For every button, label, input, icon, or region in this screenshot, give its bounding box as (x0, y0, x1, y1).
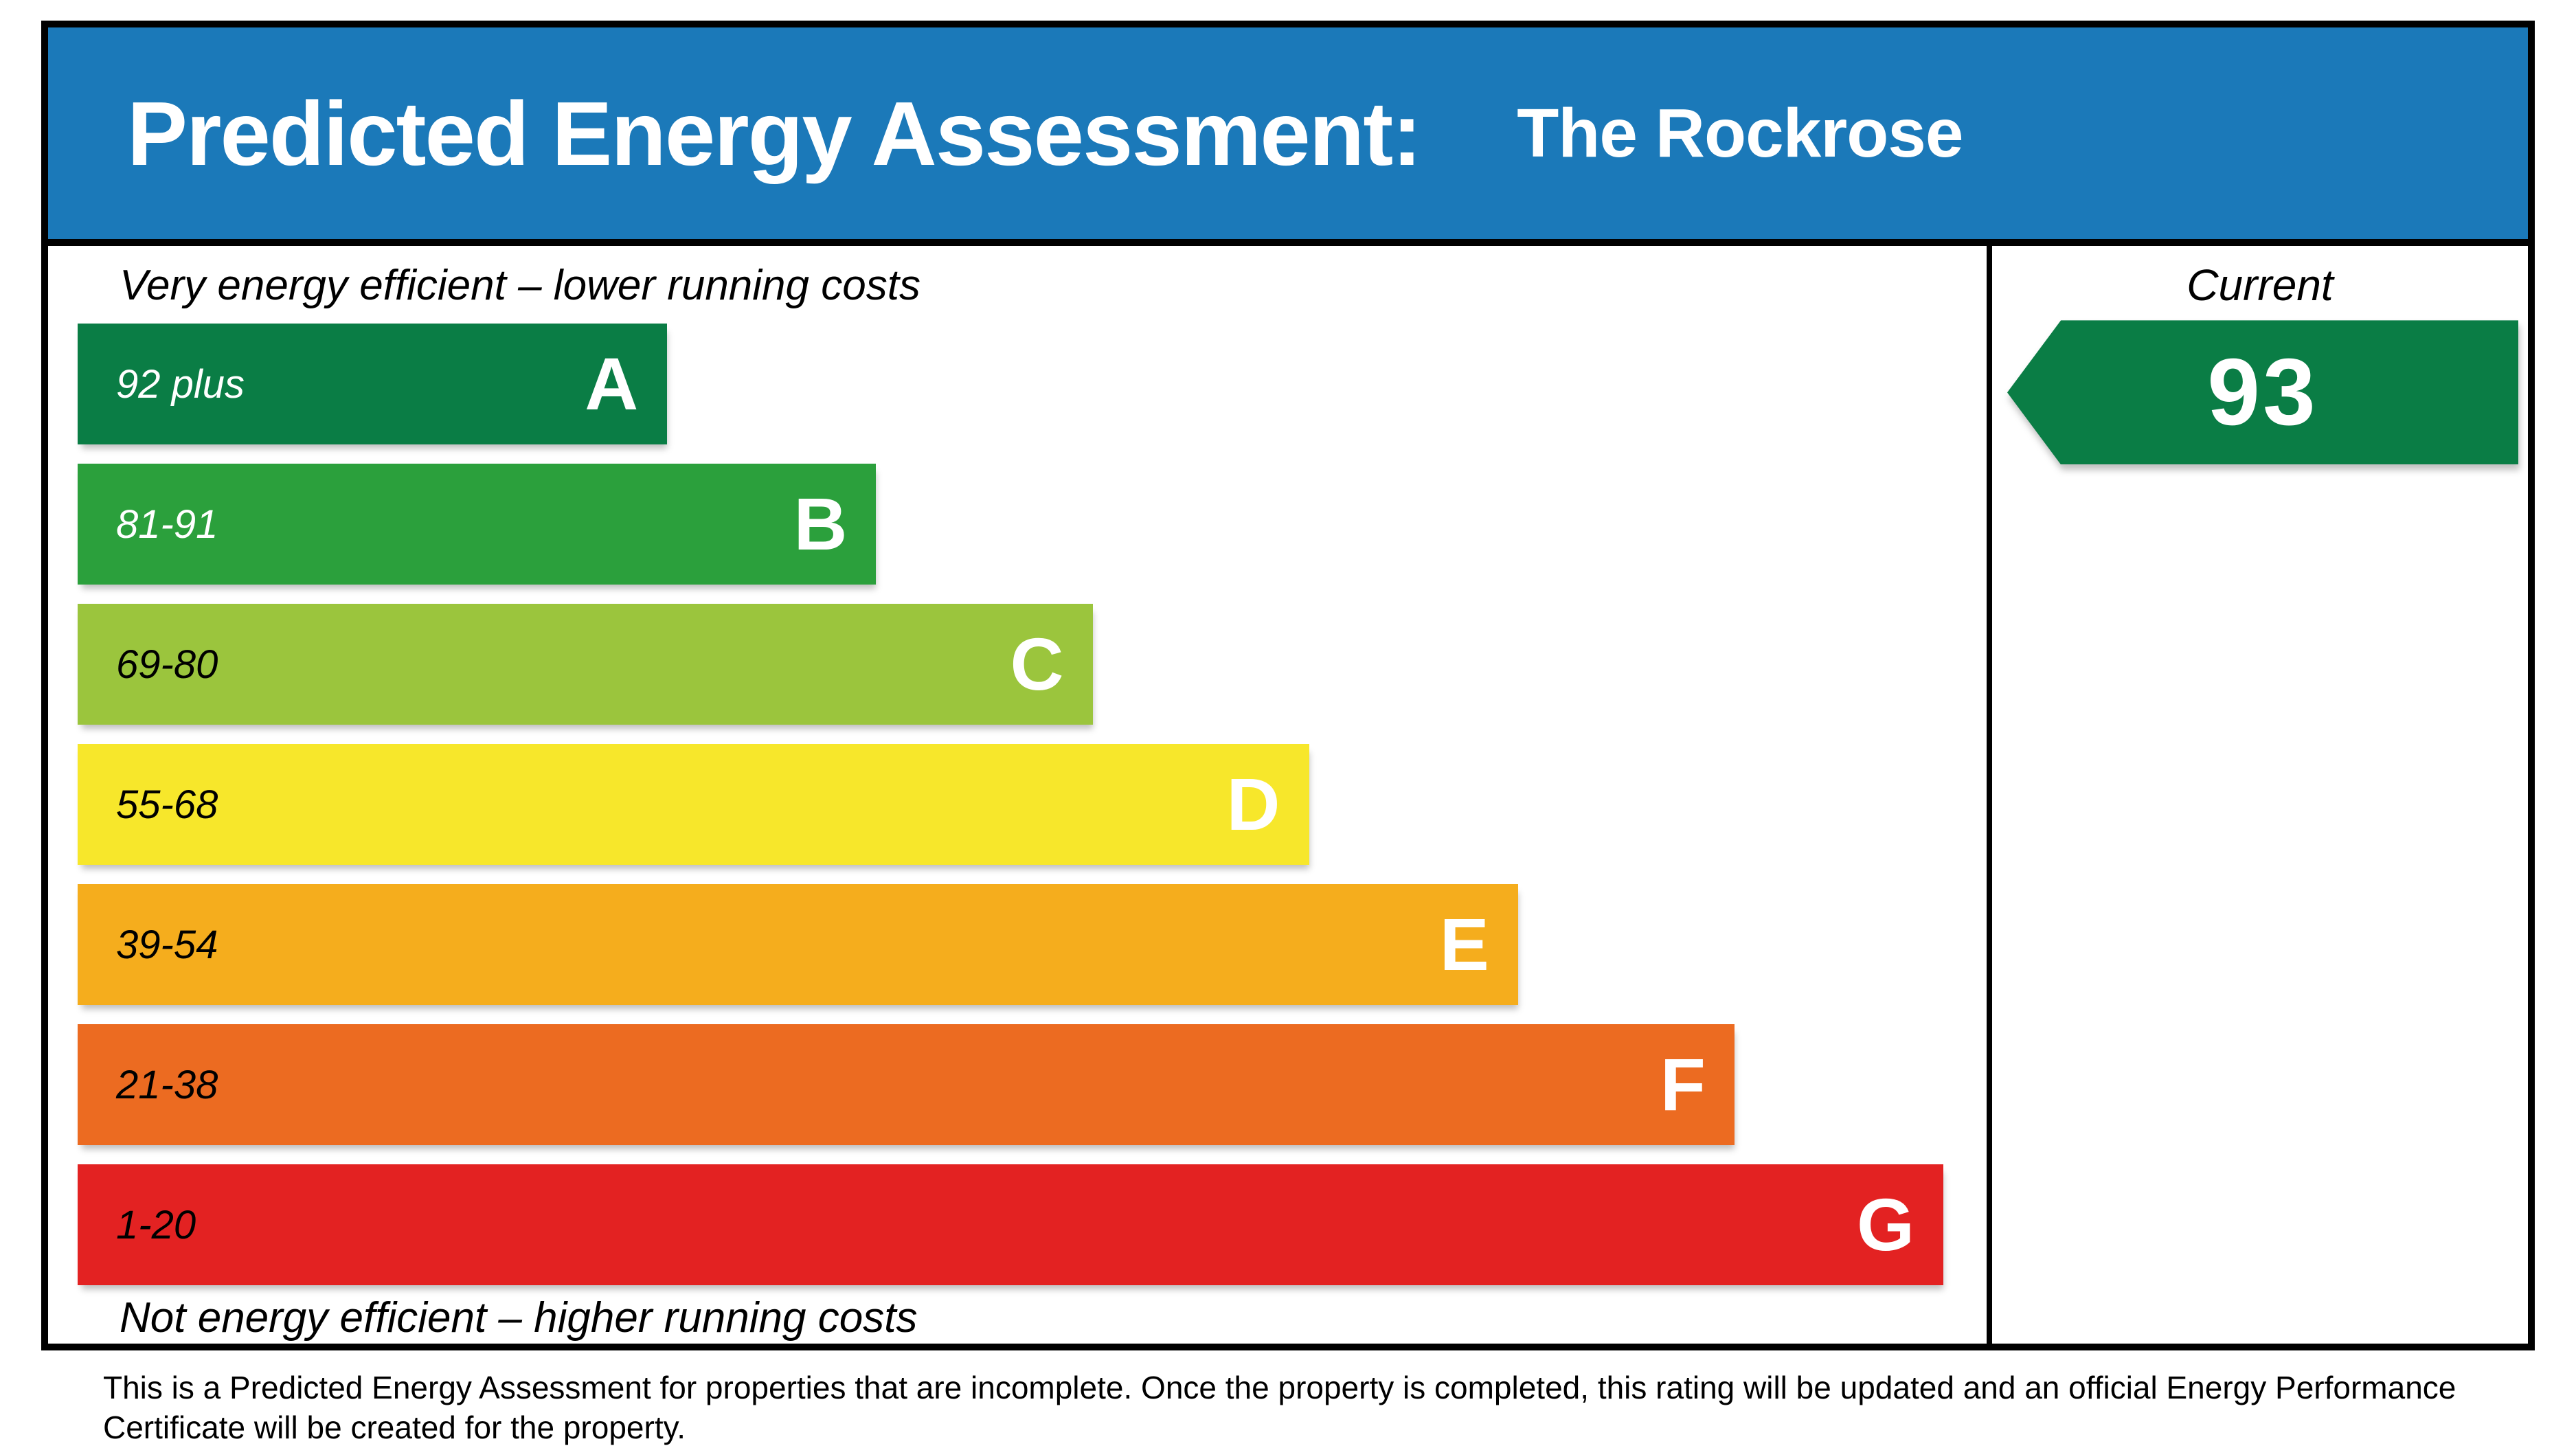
epc-bands: 92 plus A 81-91 B 69-80 C 55-68 D 39-54 E 21-38 F 1-… (78, 324, 1943, 1286)
band-letter: F (1660, 1043, 1706, 1127)
band-range-label: 69-80 (116, 642, 218, 687)
band-letter: D (1226, 762, 1280, 846)
current-rating-arrow-shape: 93 (2007, 320, 2518, 465)
rating-scale-area: Very energy efficient – lower running co… (48, 246, 1987, 1344)
band-letter: A (585, 342, 639, 426)
property-name: The Rockrose (1517, 94, 1963, 172)
top-caption: Very energy efficient – lower running co… (120, 262, 920, 309)
band-range-label: 55-68 (116, 782, 218, 827)
epc-band-d: 55-68 D (78, 744, 1309, 866)
current-rating-column: Current 93 (1987, 246, 2528, 1344)
current-label: Current (2187, 260, 2334, 310)
current-rating-value: 93 (2207, 339, 2318, 446)
band-letter: B (793, 482, 848, 566)
band-letter: E (1439, 903, 1489, 986)
band-range-label: 92 plus (116, 361, 245, 407)
epc-band-c: 69-80 C (78, 604, 1093, 725)
rating-chart: Very energy efficient – lower running co… (48, 246, 2528, 1344)
footnote: This is a Predicted Energy Assessment fo… (103, 1370, 2456, 1445)
bottom-caption: Not energy efficient – higher running co… (120, 1294, 918, 1342)
page-title: Predicted Energy Assessment: (127, 82, 1422, 184)
epc-band-f: 21-38 F (78, 1024, 1735, 1146)
band-letter: C (1010, 622, 1064, 706)
band-range-label: 1-20 (116, 1202, 196, 1247)
band-range-label: 81-91 (116, 501, 218, 547)
epc-band-b: 81-91 B (78, 464, 877, 585)
band-range-label: 39-54 (116, 922, 218, 967)
band-letter: G (1856, 1183, 1914, 1267)
epc-band-g: 1-20 G (78, 1164, 1943, 1286)
certificate-frame: Predicted Energy Assessment: The Rockros… (41, 21, 2535, 1350)
band-range-label: 21-38 (116, 1062, 218, 1107)
current-rating-arrow: 93 (2007, 320, 2518, 465)
certificate-header: Predicted Energy Assessment: The Rockros… (48, 27, 2528, 246)
epc-band-a: 92 plus A (78, 324, 668, 445)
epc-band-e: 39-54 E (78, 884, 1518, 1006)
